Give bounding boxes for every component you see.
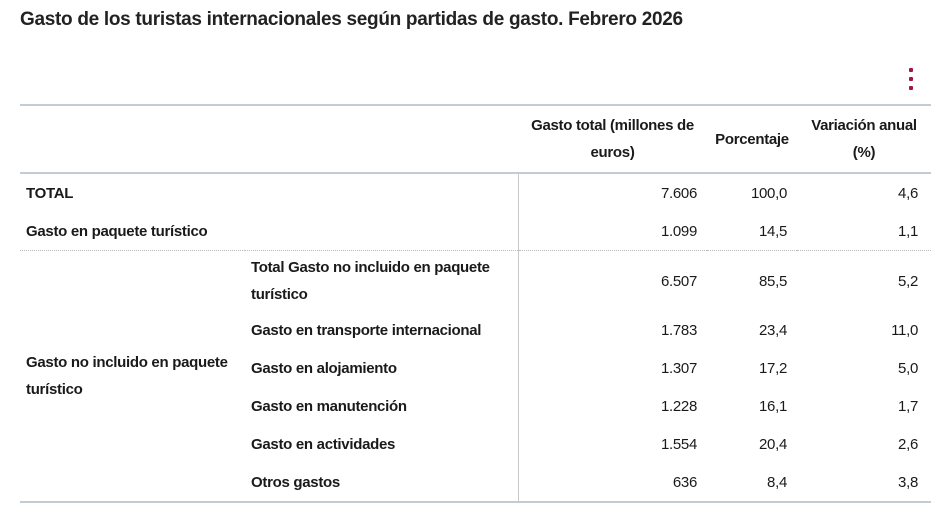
- cell-variacion: 5,2: [898, 272, 918, 290]
- header-gasto: Gasto total (millones de euros): [531, 117, 694, 161]
- header-empty: [20, 105, 518, 173]
- cell-variacion: 3,8: [797, 463, 931, 503]
- table-row: Gasto en alojamiento 1.307 17,2 5,0: [20, 349, 931, 387]
- row-label: Gasto en actividades: [245, 425, 519, 463]
- cell-variacion: 1,7: [898, 397, 918, 415]
- row-label: Gasto en paquete turístico: [20, 212, 519, 251]
- row-label: Gasto en manutención: [245, 387, 519, 425]
- cell-gasto: 1.307: [660, 359, 697, 377]
- table-row: Gasto no incluido en paquete turístico T…: [20, 250, 931, 503]
- cell-variacion: 4,6: [898, 184, 918, 202]
- row-label: TOTAL: [20, 173, 519, 212]
- row-label: Gasto en alojamiento: [245, 349, 519, 387]
- cell-gasto: 636: [518, 463, 707, 503]
- table-row: TOTAL 7.606 100,0 4,6: [20, 173, 931, 212]
- cell-porcentaje: 100,0: [750, 184, 787, 202]
- cell-variacion: 11,0: [891, 321, 918, 339]
- cell-gasto: 1.228: [660, 397, 697, 415]
- cell-porcentaje: 85,5: [759, 272, 787, 290]
- table-row: Gasto en paquete turístico 1.099 14,5 1,…: [20, 212, 931, 251]
- row-label: Otros gastos: [245, 463, 519, 503]
- row-label: Total Gasto no incluido en paquete turís…: [245, 250, 519, 311]
- cell-gasto: 1.783: [660, 321, 697, 339]
- table-row: Gasto en transporte internacional 1.783 …: [20, 311, 931, 349]
- row-label: Gasto en transporte internacional: [245, 311, 519, 349]
- cell-porcentaje: 8,4: [707, 463, 797, 503]
- table-row: Otros gastos 636 8,4 3,8: [20, 463, 931, 503]
- data-table: Gasto total (millones de euros) Porcenta…: [20, 104, 931, 503]
- header-row: Gasto total (millones de euros) Porcenta…: [20, 105, 931, 173]
- cell-gasto: 1.554: [660, 435, 697, 453]
- cell-variacion: 2,6: [898, 435, 918, 453]
- table-row: Gasto en manutención 1.228 16,1 1,7: [20, 387, 931, 425]
- cell-variacion: 1,1: [797, 212, 931, 251]
- header-porcentaje: Porcentaje: [715, 130, 789, 148]
- cell-gasto: 6.507: [660, 272, 697, 290]
- cell-porcentaje: 14,5: [707, 212, 797, 251]
- cell-porcentaje: 17,2: [759, 359, 787, 377]
- page-title: Gasto de los turistas internacionales se…: [20, 9, 683, 30]
- cell-porcentaje: 23,4: [759, 321, 787, 339]
- kebab-menu-icon[interactable]: [906, 68, 916, 90]
- cell-variacion: 5,0: [898, 359, 918, 377]
- cell-porcentaje: 20,4: [759, 435, 787, 453]
- cell-porcentaje: 16,1: [759, 397, 787, 415]
- group-label: Gasto no incluido en paquete turístico: [20, 250, 245, 503]
- header-variacion: Variación anual (%): [811, 117, 917, 161]
- table-row: Gasto en actividades 1.554 20,4 2,6: [20, 425, 931, 463]
- cell-gasto: 7.606: [660, 184, 697, 202]
- cell-gasto: 1.099: [518, 212, 707, 251]
